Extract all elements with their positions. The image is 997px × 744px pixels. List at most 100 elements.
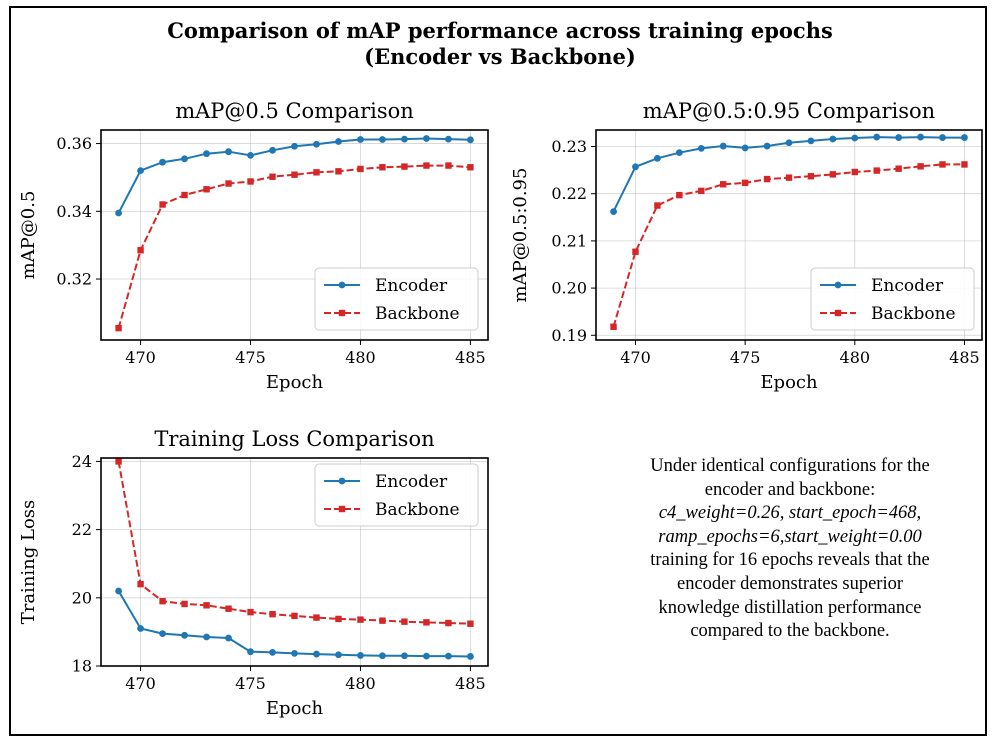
data-point-encoder [357, 652, 364, 659]
data-point-backbone [401, 618, 408, 625]
data-point-backbone [159, 201, 166, 208]
series-line-encoder [117, 590, 471, 658]
data-point-encoder [697, 145, 705, 152]
data-point-encoder [467, 653, 474, 660]
legend-label: Backbone [375, 500, 460, 520]
data-point-backbone [181, 600, 188, 608]
series-line-encoder [612, 136, 965, 213]
data-point-encoder [654, 154, 661, 162]
data-point-backbone [137, 580, 144, 588]
data-point-encoder [807, 137, 815, 145]
data-point-encoder [917, 133, 924, 141]
data-point-encoder [851, 134, 859, 142]
data-point-backbone [335, 615, 342, 623]
data-point-encoder [247, 152, 254, 159]
data-point-encoder [401, 652, 408, 660]
plot-frame [100, 129, 489, 341]
note-line: encoder and backbone: [704, 479, 876, 500]
data-point-encoder [719, 142, 727, 150]
data-point-encoder [335, 651, 342, 659]
data-point-backbone [467, 164, 474, 171]
data-point-backbone [632, 248, 639, 255]
legend-marker [338, 477, 346, 485]
data-point-backbone [873, 167, 880, 174]
data-point-encoder [159, 630, 166, 638]
y-tick-label: 22 [72, 520, 92, 539]
x-tick-label: 485 [949, 348, 980, 367]
data-point-backbone [785, 174, 793, 181]
data-point-backbone [676, 191, 683, 199]
x-tick-label: 475 [235, 674, 266, 693]
data-point-backbone [698, 187, 705, 195]
y-axis-label: mAP@0.5:0.95 [510, 168, 531, 303]
data-point-encoder [203, 150, 210, 158]
data-point-backbone [291, 171, 298, 178]
data-point-backbone [445, 162, 452, 169]
data-point-encoder [269, 146, 276, 154]
data-point-encoder [137, 167, 144, 175]
data-point-encoder [675, 149, 683, 157]
note-line: training for 16 epochs reveals that the [650, 550, 930, 571]
data-point-encoder [379, 652, 386, 660]
data-point-encoder [181, 155, 188, 163]
data-point-backbone [829, 171, 837, 178]
x-tick-label: 480 [345, 348, 376, 367]
data-point-encoder [785, 139, 793, 147]
y-tick-label: 18 [72, 657, 92, 676]
data-point-backbone [379, 164, 386, 171]
x-axis-label: Epoch [266, 698, 324, 719]
data-point-backbone [137, 247, 144, 254]
series-line-backbone [117, 164, 471, 329]
y-tick-label: 0.23 [551, 137, 587, 156]
data-point-backbone [939, 161, 946, 168]
figure-title-line-1: Comparison of mAP performance across tra… [167, 18, 833, 43]
data-point-backbone [654, 202, 661, 209]
y-tick-label: 20 [72, 588, 92, 607]
data-point-backbone [423, 162, 430, 169]
data-point-backbone [203, 186, 210, 193]
note-line: encoder demonstrates superior [676, 573, 904, 594]
legend-label: Encoder [871, 276, 944, 296]
data-point-encoder [445, 652, 452, 660]
legend-label: Backbone [871, 304, 956, 324]
data-point-backbone [357, 616, 364, 623]
x-tick-label: 470 [620, 348, 651, 367]
data-point-backbone [467, 620, 474, 627]
data-point-encoder [632, 163, 639, 171]
data-point-backbone [895, 165, 902, 172]
legend-marker [338, 505, 346, 513]
data-point-backbone [159, 598, 166, 605]
legend-box [314, 267, 479, 331]
data-point-backbone [807, 173, 815, 180]
data-point-encoder [610, 208, 617, 216]
data-point-encoder [357, 136, 364, 143]
data-point-backbone [115, 458, 122, 465]
data-point-encoder [291, 142, 298, 150]
data-point-encoder [401, 135, 408, 143]
data-point-encoder [225, 634, 232, 642]
data-point-encoder [895, 134, 903, 141]
x-tick-label: 485 [455, 348, 486, 367]
data-point-encoder [423, 652, 430, 660]
data-point-backbone [115, 324, 122, 332]
data-point-encoder [203, 633, 210, 641]
note-line: compared to the backbone. [690, 621, 890, 642]
x-axis-label: Epoch [266, 372, 324, 393]
data-point-backbone [445, 619, 452, 627]
data-point-encoder [313, 140, 320, 148]
data-point-backbone [423, 619, 430, 626]
y-tick-label: 0.22 [551, 184, 587, 203]
y-axis-label: mAP@0.5 [18, 191, 39, 280]
figure: Comparison of mAP performance across tra… [9, 6, 987, 736]
data-point-backbone [291, 612, 298, 620]
legend-box [810, 267, 975, 331]
data-point-backbone [851, 168, 858, 176]
chart-panel-2: 470 475 480 485 0.19 0.20 0.21 0.22 0.23 mAP@0.5:… [510, 99, 983, 393]
data-point-encoder [247, 648, 254, 656]
x-tick-label: 480 [840, 348, 871, 367]
y-tick-label: 24 [72, 452, 92, 471]
data-point-backbone [313, 169, 320, 176]
figure-title-line-2: (Encoder vs Backbone) [364, 44, 636, 69]
data-point-backbone [357, 165, 364, 173]
x-tick-label: 485 [455, 674, 486, 693]
